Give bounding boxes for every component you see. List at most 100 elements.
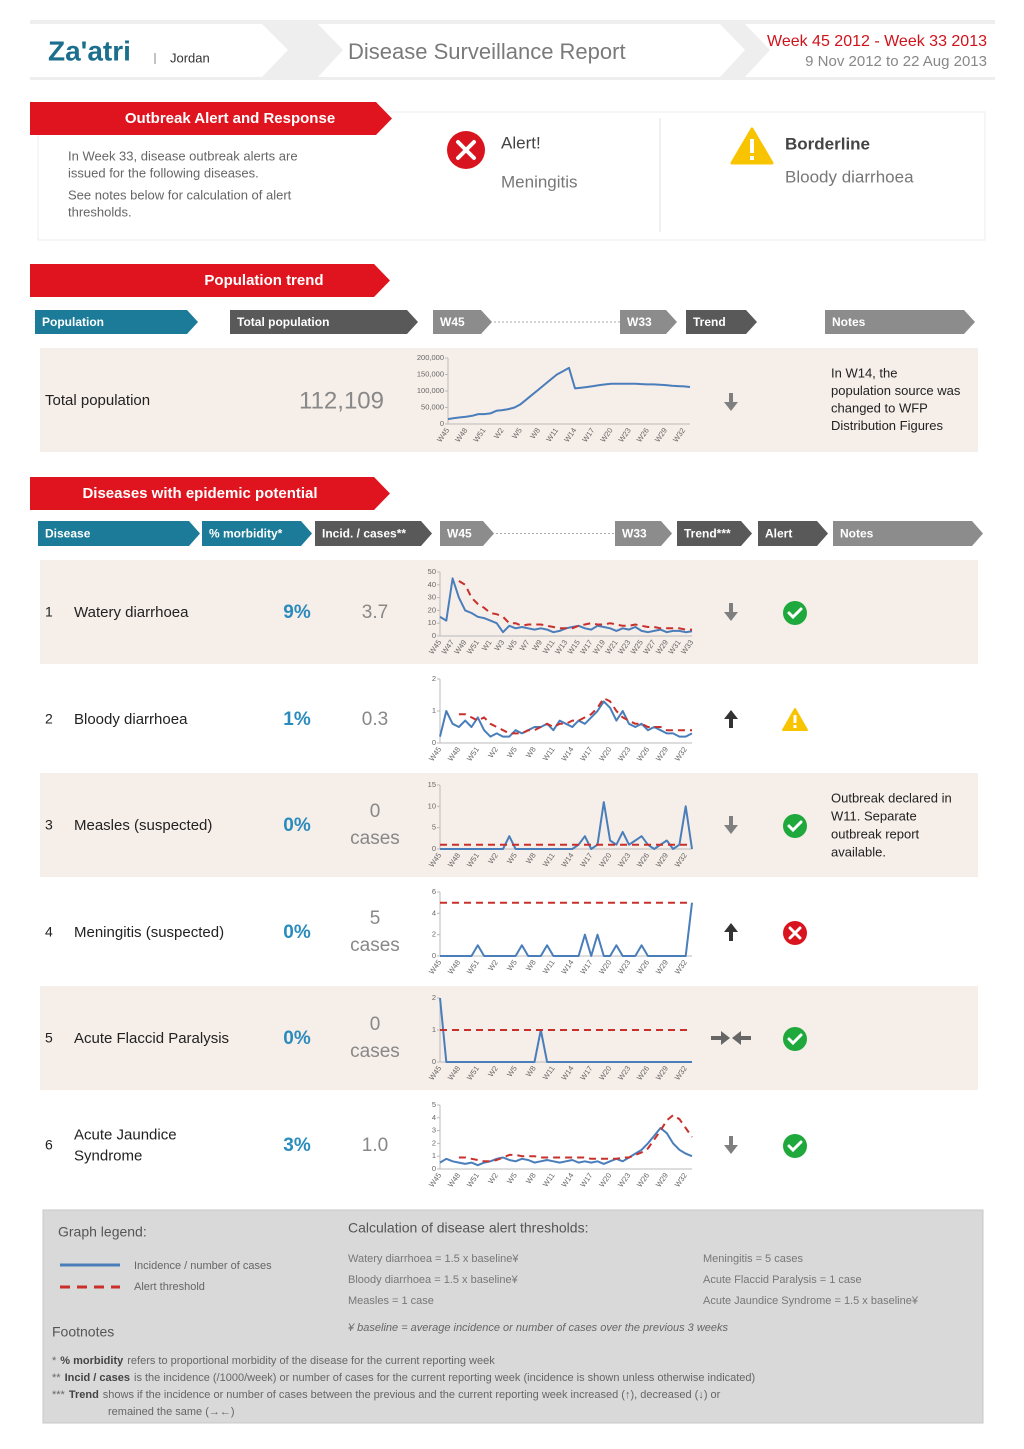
incidence-line (439, 997, 692, 1063)
trend-same (732, 1031, 751, 1045)
disease-name: Acute Flaccid Paralysis (74, 1030, 229, 1047)
y-tick-label: 0 (432, 951, 436, 960)
footnote-text: is the incidence (/1000/week) or number … (134, 1372, 755, 1384)
incidence-line (440, 902, 693, 957)
morbidity: 3% (283, 1135, 311, 1156)
row-note: available. (831, 844, 886, 859)
y-tick-label: 5 (432, 823, 436, 832)
column-header: Trend (693, 315, 726, 329)
threshold-item: Meningitis = 5 cases (703, 1253, 803, 1265)
incidence-unit: cases (350, 828, 400, 849)
incidence: 1.0 (362, 1135, 388, 1156)
y-tick-label: 100,000 (417, 386, 444, 395)
section-heading: Diseases with epidemic potential (82, 485, 317, 502)
row-note: population source was (831, 383, 961, 398)
incidence-line (440, 801, 693, 850)
footnote-term: % morbidity (60, 1355, 124, 1367)
population-row (40, 348, 978, 452)
incidence-line (439, 1127, 693, 1167)
disease-name: Bloody diarrhoea (74, 711, 188, 728)
chevron (30, 264, 390, 297)
header-chevron (318, 24, 745, 77)
section-heading: Outbreak Alert and Response (125, 110, 335, 127)
morbidity: 0% (283, 1028, 311, 1049)
chevron (440, 521, 494, 546)
borderline-icon-dot (750, 156, 754, 160)
threshold-item: Acute Flaccid Paralysis = 1 case (703, 1274, 862, 1286)
row-note: changed to WFP (831, 400, 928, 415)
y-tick-label: 0 (432, 631, 436, 640)
row-number: 2 (45, 711, 53, 727)
y-tick-label: 50 (428, 567, 436, 576)
status-borderline-bar (793, 715, 797, 723)
chevron (433, 310, 492, 334)
disease-row (40, 667, 978, 771)
intro-text: issued for the following diseases. (68, 165, 259, 180)
threshold-line (458, 580, 692, 631)
alert-label: Alert! (501, 133, 541, 152)
footnote-text: remained the same (→←) (108, 1406, 235, 1418)
morbidity: 1% (283, 709, 311, 730)
trend-up (724, 710, 738, 728)
status-borderline-dot (793, 725, 797, 728)
date-range: 9 Nov 2012 to 22 Aug 2013 (805, 53, 987, 70)
column-header: % morbidity* (209, 527, 283, 541)
row-number: 6 (45, 1137, 53, 1153)
column-header: W33 (622, 527, 647, 541)
incidence-unit: cases (350, 935, 400, 956)
disease-name: Syndrome (74, 1147, 142, 1164)
incidence: 3.7 (362, 602, 388, 623)
y-tick-label: 1 (432, 1025, 436, 1034)
threshold-line (458, 1114, 693, 1163)
footnote-text: refers to proportional morbidity of the … (127, 1355, 495, 1367)
legend-item: Alert threshold (134, 1281, 205, 1293)
status-alert-cross (788, 926, 802, 940)
column-header: Alert (765, 527, 792, 541)
location: Jordan (170, 50, 210, 65)
incidence: 0 (370, 1014, 381, 1035)
chevron (30, 102, 392, 135)
row-label: Total population (45, 392, 150, 409)
disease-name: Watery diarrhoea (74, 604, 189, 621)
y-tick-label: 4 (432, 908, 436, 917)
y-tick-label: 10 (428, 618, 436, 627)
row-note: In W14, the (831, 365, 897, 380)
status-ok-check (787, 1033, 803, 1046)
y-tick-label: 1 (432, 706, 436, 715)
column-header: Incid. / cases** (322, 527, 406, 541)
y-tick-label: 2 (432, 930, 436, 939)
y-tick-label: 1 (432, 1151, 436, 1160)
column-header: W45 (440, 315, 465, 329)
disease-row (40, 880, 978, 984)
chevron (686, 310, 757, 334)
intro-text: See notes below for calculation of alert (68, 187, 292, 202)
chevron (315, 521, 432, 546)
chevron (230, 310, 418, 334)
chevron (825, 310, 975, 334)
column-header: Notes (832, 315, 866, 329)
y-tick-label: 0 (432, 1057, 436, 1066)
y-tick-label: 150,000 (417, 369, 444, 378)
threshold-item: Bloody diarrhoea = 1.5 x baseline¥ (348, 1274, 519, 1286)
y-tick-label: 6 (432, 887, 436, 896)
disease-name: Acute Jaundice (74, 1126, 177, 1143)
trend-down (724, 393, 738, 411)
disease-name: Measles (suspected) (74, 817, 212, 834)
borderline-icon-bar (750, 139, 754, 153)
row-number: 3 (45, 817, 53, 833)
footnote-mark: *** (52, 1389, 66, 1401)
column-header: Disease (45, 527, 91, 541)
chevron (38, 521, 200, 546)
morbidity: 9% (283, 602, 311, 623)
disease-row (40, 773, 978, 877)
row-number: 1 (45, 604, 53, 620)
threshold-item: Measles = 1 case (348, 1295, 434, 1307)
thresholds-heading: Calculation of disease alert thresholds: (348, 1220, 588, 1236)
status-ok-check (787, 820, 803, 833)
disease-row (40, 1093, 978, 1197)
y-tick-label: 0 (432, 738, 436, 747)
row-number: 4 (45, 924, 53, 940)
footnotes-heading: Footnotes (52, 1324, 114, 1340)
